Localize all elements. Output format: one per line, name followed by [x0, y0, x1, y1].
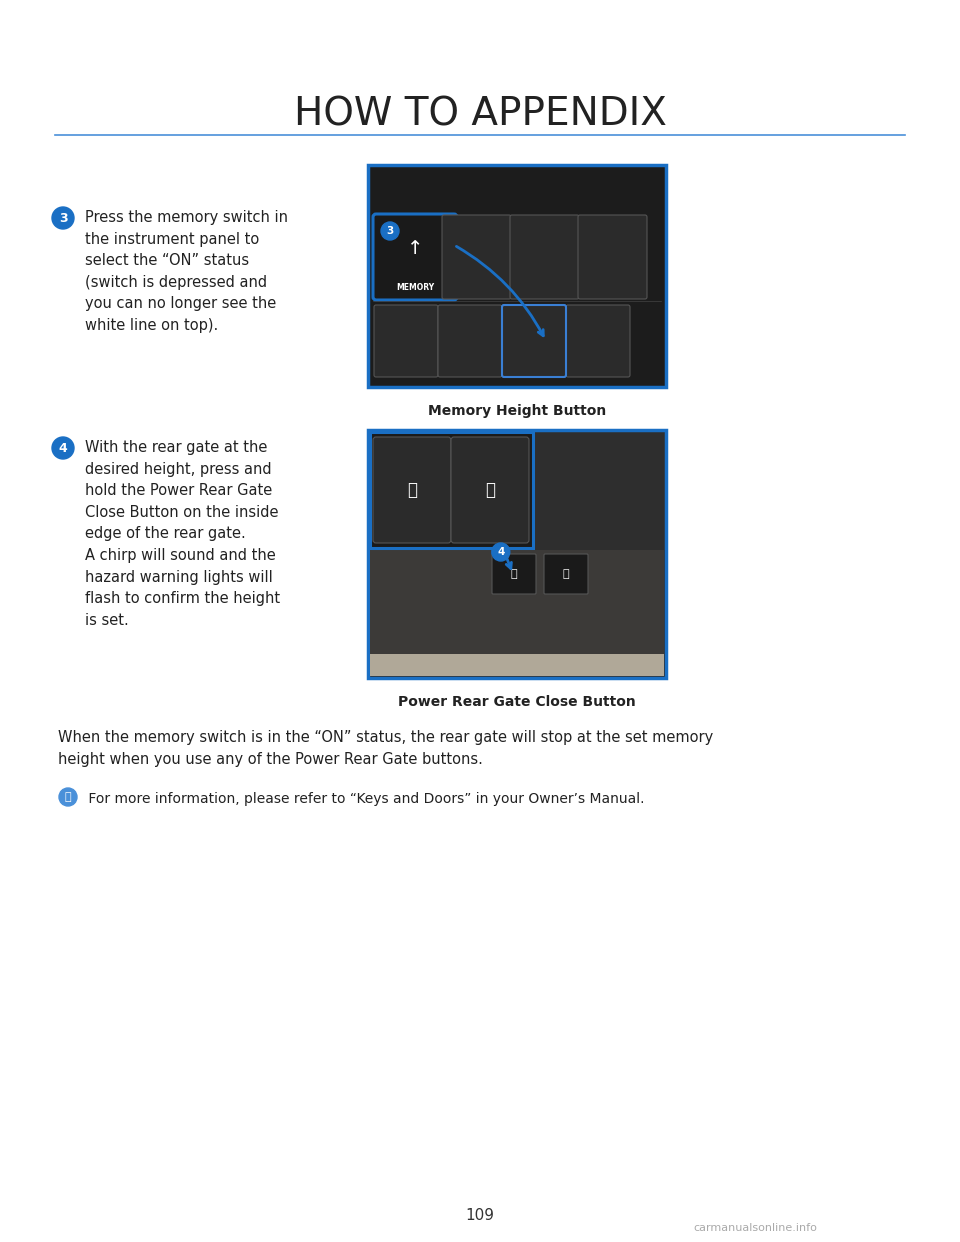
FancyBboxPatch shape: [370, 432, 533, 548]
Text: Press the memory switch in
the instrument panel to
select the “ON” status
(switc: Press the memory switch in the instrumen…: [85, 210, 288, 333]
FancyBboxPatch shape: [368, 165, 666, 388]
Circle shape: [52, 207, 74, 229]
FancyBboxPatch shape: [442, 215, 511, 299]
FancyBboxPatch shape: [374, 306, 438, 378]
FancyBboxPatch shape: [578, 215, 647, 299]
Circle shape: [492, 543, 510, 561]
FancyBboxPatch shape: [544, 554, 588, 594]
Text: HOW TO APPENDIX: HOW TO APPENDIX: [294, 96, 666, 134]
Text: 🌐: 🌐: [64, 792, 71, 802]
Text: For more information, please refer to “Keys and Doors” in your Owner’s Manual.: For more information, please refer to “K…: [84, 792, 644, 806]
FancyBboxPatch shape: [502, 306, 566, 378]
FancyBboxPatch shape: [370, 550, 664, 676]
FancyBboxPatch shape: [451, 437, 529, 543]
Text: 🚗: 🚗: [485, 481, 495, 499]
FancyBboxPatch shape: [510, 215, 579, 299]
Text: MEMORY: MEMORY: [396, 282, 434, 292]
Text: ↑: ↑: [407, 240, 423, 258]
Text: 🔒: 🔒: [511, 569, 517, 579]
Text: When the memory switch is in the “ON” status, the rear gate will stop at the set: When the memory switch is in the “ON” st…: [58, 730, 713, 768]
Text: Power Rear Gate Close Button: Power Rear Gate Close Button: [398, 696, 636, 709]
Text: Memory Height Button: Memory Height Button: [428, 404, 606, 419]
FancyBboxPatch shape: [492, 554, 536, 594]
Text: 109: 109: [466, 1207, 494, 1222]
Text: 3: 3: [59, 211, 67, 225]
Text: 🚗: 🚗: [563, 569, 569, 579]
FancyBboxPatch shape: [438, 306, 502, 378]
FancyBboxPatch shape: [373, 214, 457, 301]
Text: 4: 4: [59, 441, 67, 455]
Text: 4: 4: [497, 546, 505, 556]
Text: With the rear gate at the
desired height, press and
hold the Power Rear Gate
Clo: With the rear gate at the desired height…: [85, 440, 280, 627]
Circle shape: [59, 787, 77, 806]
FancyBboxPatch shape: [368, 430, 666, 678]
FancyBboxPatch shape: [370, 655, 664, 676]
FancyBboxPatch shape: [566, 306, 630, 378]
FancyBboxPatch shape: [373, 437, 451, 543]
Text: 🔒: 🔒: [407, 481, 417, 499]
Text: 3: 3: [386, 226, 394, 236]
Circle shape: [52, 437, 74, 460]
Text: carmanualsonline.info: carmanualsonline.info: [693, 1223, 817, 1233]
Circle shape: [381, 222, 399, 240]
FancyBboxPatch shape: [502, 306, 566, 378]
